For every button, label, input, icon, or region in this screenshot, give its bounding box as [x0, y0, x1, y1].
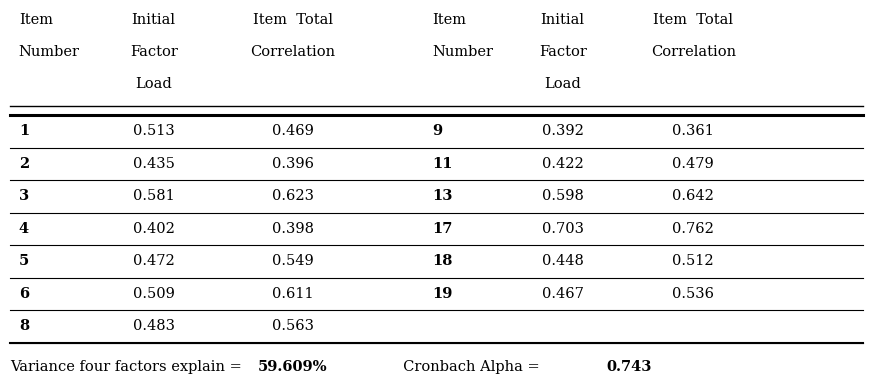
Text: Load: Load — [135, 77, 172, 91]
Text: 4: 4 — [19, 222, 29, 236]
Text: 6: 6 — [19, 287, 29, 301]
Text: Item: Item — [432, 13, 466, 27]
Text: 0.536: 0.536 — [672, 287, 714, 301]
Text: 19: 19 — [432, 287, 452, 301]
Text: 0.392: 0.392 — [542, 125, 584, 138]
Text: Correlation: Correlation — [650, 45, 736, 59]
Text: 0.703: 0.703 — [541, 222, 584, 236]
Text: 0.581: 0.581 — [133, 189, 175, 204]
Text: Item: Item — [19, 13, 52, 27]
Text: 0.422: 0.422 — [542, 157, 583, 171]
Text: 0.472: 0.472 — [133, 254, 175, 269]
Text: Correlation: Correlation — [251, 45, 335, 59]
Text: 0.512: 0.512 — [672, 254, 714, 269]
Text: 0.623: 0.623 — [272, 189, 314, 204]
Text: 0.611: 0.611 — [272, 287, 313, 301]
Text: Factor: Factor — [130, 45, 177, 59]
Text: 8: 8 — [19, 319, 29, 333]
Text: 13: 13 — [432, 189, 452, 204]
Text: Initial: Initial — [540, 13, 585, 27]
Text: 0.549: 0.549 — [272, 254, 313, 269]
Text: 0.435: 0.435 — [133, 157, 175, 171]
Text: Load: Load — [544, 77, 581, 91]
Text: Number: Number — [19, 45, 79, 59]
Text: 0.402: 0.402 — [133, 222, 175, 236]
Text: 0.743: 0.743 — [606, 360, 651, 374]
Text: 9: 9 — [432, 125, 443, 138]
Text: 0.479: 0.479 — [672, 157, 714, 171]
Text: 0.563: 0.563 — [272, 319, 314, 333]
Text: 0.762: 0.762 — [672, 222, 714, 236]
Text: 0.509: 0.509 — [133, 287, 175, 301]
Text: Cronbach Alpha =: Cronbach Alpha = — [380, 360, 544, 374]
Text: 0.467: 0.467 — [542, 287, 584, 301]
Text: Number: Number — [432, 45, 493, 59]
Text: 0.469: 0.469 — [272, 125, 314, 138]
Text: 0.398: 0.398 — [272, 222, 314, 236]
Text: 18: 18 — [432, 254, 452, 269]
Text: 0.513: 0.513 — [133, 125, 175, 138]
Text: Factor: Factor — [539, 45, 587, 59]
Text: 0.642: 0.642 — [672, 189, 714, 204]
Text: 0.396: 0.396 — [272, 157, 314, 171]
Text: 17: 17 — [432, 222, 452, 236]
Text: 0.598: 0.598 — [542, 189, 584, 204]
Text: Item  Total: Item Total — [653, 13, 733, 27]
Text: 0.483: 0.483 — [133, 319, 175, 333]
Text: 0.361: 0.361 — [672, 125, 714, 138]
Text: 0.448: 0.448 — [542, 254, 584, 269]
Text: Variance four factors explain =: Variance four factors explain = — [10, 360, 246, 374]
Text: 11: 11 — [432, 157, 452, 171]
Text: 5: 5 — [19, 254, 29, 269]
Text: 2: 2 — [19, 157, 29, 171]
Text: Item  Total: Item Total — [253, 13, 333, 27]
Text: 59.609%: 59.609% — [258, 360, 327, 374]
Text: Initial: Initial — [132, 13, 175, 27]
Text: 1: 1 — [19, 125, 29, 138]
Text: 3: 3 — [19, 189, 29, 204]
